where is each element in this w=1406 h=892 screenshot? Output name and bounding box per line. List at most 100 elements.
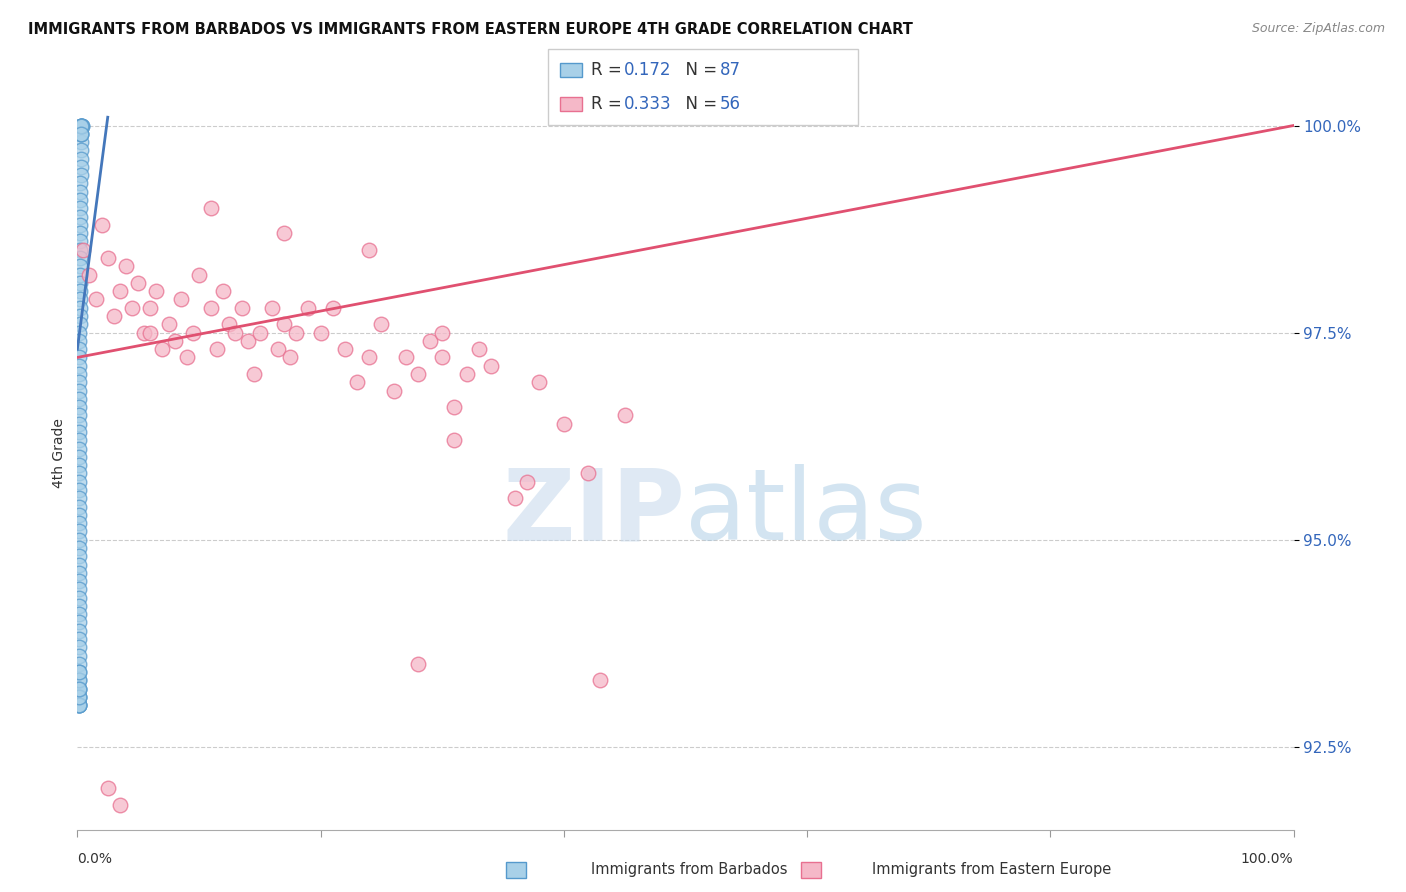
Point bbox=[443, 434, 465, 448]
Point bbox=[84, 293, 107, 307]
Point bbox=[79, 268, 101, 282]
Point bbox=[67, 615, 90, 630]
Point bbox=[70, 160, 93, 174]
Point bbox=[67, 549, 90, 564]
Point bbox=[69, 276, 91, 290]
Point bbox=[90, 218, 112, 232]
Point bbox=[67, 334, 90, 348]
Point bbox=[97, 251, 120, 265]
Point bbox=[70, 152, 93, 166]
Point bbox=[267, 342, 290, 356]
Point bbox=[309, 326, 332, 340]
Point bbox=[67, 524, 90, 539]
Point bbox=[70, 144, 93, 158]
Point bbox=[297, 301, 319, 315]
Text: Immigrants from Barbados: Immigrants from Barbados bbox=[591, 863, 787, 877]
Point bbox=[200, 301, 222, 315]
Point bbox=[139, 301, 162, 315]
Point bbox=[188, 268, 211, 282]
Point bbox=[67, 376, 90, 390]
Point bbox=[69, 185, 91, 199]
Point bbox=[115, 260, 138, 274]
Point bbox=[69, 226, 91, 240]
Text: 56: 56 bbox=[720, 95, 741, 112]
Point bbox=[67, 665, 90, 680]
Point bbox=[67, 533, 90, 547]
Point bbox=[67, 698, 90, 713]
Point bbox=[359, 351, 381, 365]
Point bbox=[70, 119, 93, 133]
Point bbox=[67, 566, 90, 580]
Point bbox=[67, 541, 90, 555]
Text: N =: N = bbox=[675, 62, 723, 79]
Point bbox=[479, 359, 502, 373]
Point bbox=[70, 119, 93, 133]
Point bbox=[67, 384, 90, 398]
Point bbox=[67, 698, 90, 713]
Point bbox=[67, 342, 90, 356]
Point bbox=[139, 326, 162, 340]
Point bbox=[67, 409, 90, 423]
Text: 100.0%: 100.0% bbox=[1241, 853, 1294, 866]
Point bbox=[108, 284, 131, 298]
Point bbox=[67, 400, 90, 414]
Point bbox=[181, 326, 204, 340]
Point bbox=[443, 400, 465, 414]
Text: Source: ZipAtlas.com: Source: ZipAtlas.com bbox=[1251, 22, 1385, 36]
Point bbox=[67, 681, 90, 696]
Point bbox=[69, 284, 91, 298]
Point bbox=[382, 384, 405, 398]
Point bbox=[67, 351, 90, 365]
Point bbox=[322, 301, 344, 315]
Point bbox=[67, 698, 90, 713]
Point bbox=[67, 574, 90, 588]
Point bbox=[67, 500, 90, 514]
Point bbox=[69, 268, 91, 282]
Point bbox=[395, 351, 418, 365]
Point bbox=[430, 351, 453, 365]
Point bbox=[67, 690, 90, 704]
Point bbox=[69, 202, 91, 216]
Point bbox=[67, 681, 90, 696]
Point bbox=[70, 119, 93, 133]
Text: 87: 87 bbox=[720, 62, 741, 79]
Text: atlas: atlas bbox=[686, 465, 927, 561]
Point bbox=[212, 284, 235, 298]
Point bbox=[406, 367, 429, 381]
Point bbox=[67, 442, 90, 456]
Point bbox=[67, 558, 90, 572]
Point bbox=[67, 582, 90, 597]
Point bbox=[278, 351, 301, 365]
Point bbox=[67, 516, 90, 530]
Point bbox=[67, 591, 90, 605]
Point bbox=[67, 698, 90, 713]
Point bbox=[370, 318, 392, 332]
Text: R =: R = bbox=[591, 62, 627, 79]
Point bbox=[69, 243, 91, 257]
Point bbox=[67, 359, 90, 373]
Point bbox=[67, 624, 90, 638]
Point bbox=[72, 243, 94, 257]
Point bbox=[346, 376, 368, 390]
Point bbox=[419, 334, 441, 348]
Point bbox=[67, 681, 90, 696]
Point bbox=[553, 417, 575, 431]
Point bbox=[67, 450, 90, 464]
Point bbox=[163, 334, 186, 348]
Text: IMMIGRANTS FROM BARBADOS VS IMMIGRANTS FROM EASTERN EUROPE 4TH GRADE CORRELATION: IMMIGRANTS FROM BARBADOS VS IMMIGRANTS F… bbox=[28, 22, 912, 37]
Y-axis label: 4th Grade: 4th Grade bbox=[52, 417, 66, 488]
Point bbox=[152, 342, 174, 356]
Point bbox=[157, 318, 180, 332]
Point bbox=[67, 673, 90, 688]
Text: ZIP: ZIP bbox=[502, 465, 686, 561]
Point bbox=[69, 251, 91, 265]
Point bbox=[121, 301, 143, 315]
Point bbox=[69, 301, 91, 315]
Point bbox=[273, 318, 295, 332]
Point bbox=[576, 467, 599, 481]
Point bbox=[67, 599, 90, 613]
Point bbox=[67, 690, 90, 704]
Point bbox=[69, 309, 91, 323]
Point bbox=[467, 342, 489, 356]
Point bbox=[69, 210, 91, 224]
